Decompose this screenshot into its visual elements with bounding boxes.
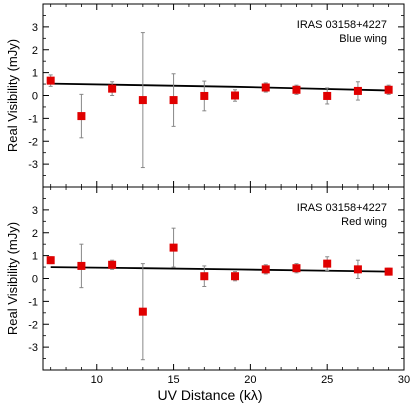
- data-point: [138, 96, 147, 105]
- panel-title: IRAS 03158+4227: [297, 202, 387, 214]
- y-tick-label: -3: [28, 159, 38, 171]
- data-point: [323, 259, 332, 268]
- data-point: [108, 84, 117, 93]
- y-tick-label: -1: [28, 296, 38, 308]
- y-tick-label: 3: [32, 22, 38, 34]
- y-tick-label: 0: [32, 274, 38, 286]
- plot-frame: [42, 3, 405, 188]
- model-line: [50, 82, 389, 92]
- x-tick-label: 10: [91, 374, 103, 386]
- data-point: [261, 265, 270, 274]
- data-point: [46, 76, 55, 85]
- panels: -3 -2 -1 0 1 2 3 IRAS 03158+4227 Blue wing Real V…: [5, 3, 405, 371]
- x-tick-label: 30: [398, 374, 410, 386]
- x-tick-label: 25: [321, 374, 333, 386]
- data-point: [77, 112, 86, 121]
- y-tick-label: -2: [28, 136, 38, 148]
- y-tick-label: 3: [32, 205, 38, 217]
- data-point: [169, 96, 178, 105]
- data-point: [231, 91, 240, 100]
- model-line: [50, 266, 389, 273]
- data-point: [46, 256, 55, 265]
- data-point: [200, 272, 209, 281]
- x-tick-label: 15: [167, 374, 179, 386]
- panel-2: -3 -2 -1 0 1 2 3 IRAS 03158+4227 Red wing Real Vi…: [5, 186, 405, 371]
- y-tick-label: -1: [28, 113, 38, 125]
- data-point: [77, 261, 86, 270]
- y-tick-label: -2: [28, 319, 38, 331]
- y-tick-label: 1: [32, 68, 38, 80]
- y-axis-label: Real Visibility (mJy): [5, 222, 20, 335]
- data-point: [292, 264, 301, 273]
- y-axis-label: Real Visibility (mJy): [5, 39, 20, 152]
- data-point: [231, 272, 240, 281]
- data-point: [292, 85, 301, 94]
- x-axis: 10 15 20 25 30: [91, 374, 410, 386]
- data-point: [108, 260, 117, 269]
- panel-subtitle: Red wing: [341, 216, 387, 228]
- y-tick-label: 0: [32, 91, 38, 103]
- data-point: [200, 91, 209, 100]
- x-axis-label: UV Distance (kλ): [157, 387, 262, 403]
- y-tick-label: 2: [32, 228, 38, 240]
- data-point: [169, 243, 178, 252]
- data-point: [323, 91, 332, 100]
- data-point: [384, 267, 393, 276]
- panel-1: -3 -2 -1 0 1 2 3 IRAS 03158+4227 Blue wing Real V…: [5, 3, 405, 188]
- data-point: [384, 85, 393, 94]
- plot-frame: [42, 186, 405, 371]
- y-tick-label: 1: [32, 251, 38, 263]
- panel-subtitle: Blue wing: [339, 33, 387, 45]
- y-tick-label: 2: [32, 45, 38, 57]
- y-tick-label: -3: [28, 342, 38, 354]
- panel-title: IRAS 03158+4227: [297, 19, 387, 31]
- data-point: [138, 307, 147, 316]
- data-point: [261, 83, 270, 92]
- data-point: [353, 86, 362, 95]
- data-point: [353, 265, 362, 274]
- x-tick-label: 20: [244, 374, 256, 386]
